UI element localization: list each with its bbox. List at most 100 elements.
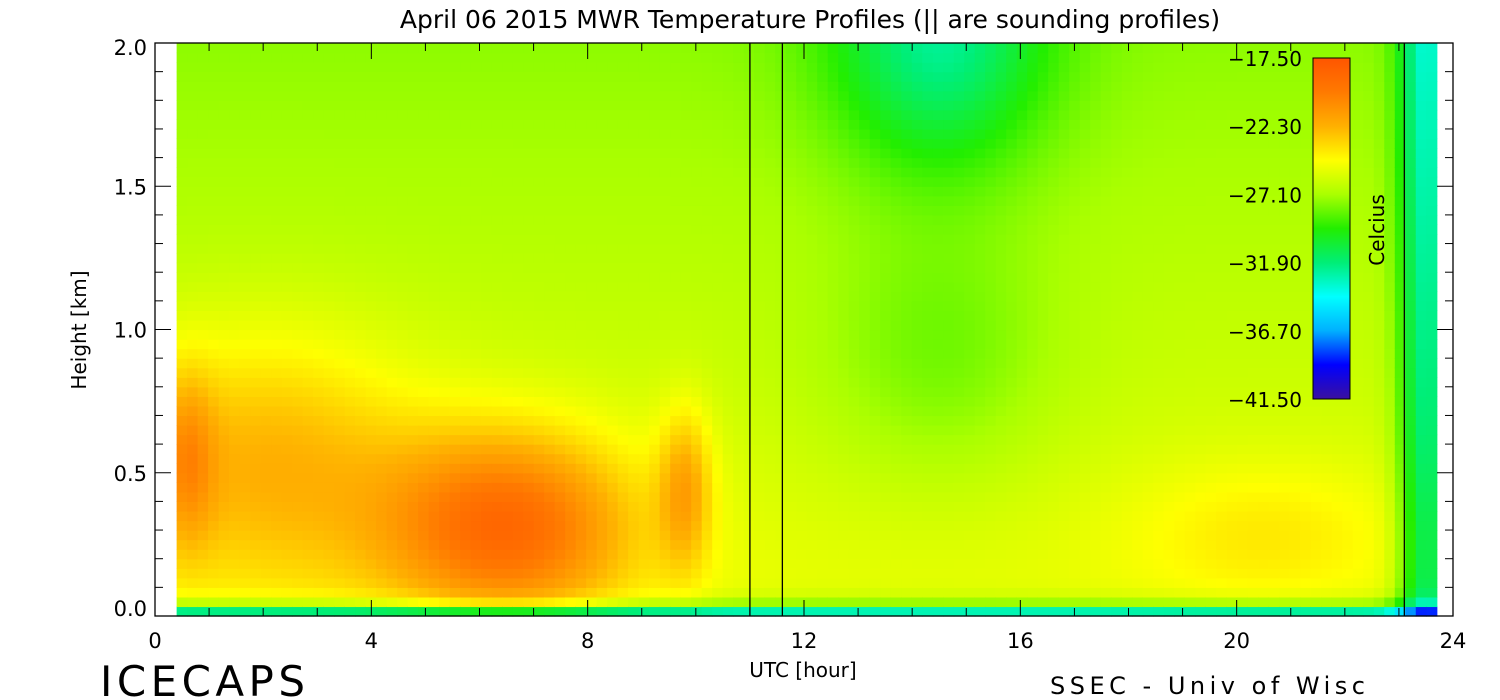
heatmap-cell <box>659 339 671 350</box>
heatmap-cell <box>838 463 850 474</box>
heatmap-cell <box>229 501 241 512</box>
heatmap-cell <box>932 329 944 340</box>
heatmap-cell <box>176 386 188 397</box>
heatmap-cell <box>911 539 923 550</box>
heatmap-cell <box>932 214 944 226</box>
heatmap-cell <box>1037 558 1049 569</box>
heatmap-cell <box>323 291 335 302</box>
heatmap-cell <box>838 119 850 130</box>
heatmap-cell <box>1016 281 1028 292</box>
heatmap-cell <box>239 52 251 63</box>
heatmap-cell <box>176 71 188 82</box>
heatmap-cell <box>1027 224 1039 235</box>
heatmap-cell <box>176 176 188 187</box>
heatmap-cell <box>932 549 944 560</box>
heatmap-cell <box>565 310 577 321</box>
heatmap-cell <box>1006 339 1018 350</box>
heatmap-cell <box>533 43 545 54</box>
heatmap-cell <box>817 43 829 54</box>
heatmap-cell <box>460 176 472 187</box>
heatmap-cell <box>218 109 230 120</box>
heatmap-cell <box>796 128 808 140</box>
heatmap-cell <box>334 128 346 140</box>
heatmap-cell <box>901 596 913 608</box>
heatmap-cell <box>838 520 850 531</box>
heatmap-cell <box>565 386 577 397</box>
heatmap-cell <box>649 243 661 254</box>
heatmap-cell <box>890 425 902 436</box>
heatmap-cell <box>218 434 230 445</box>
heatmap-cell <box>470 319 482 331</box>
heatmap-cell <box>974 167 986 178</box>
heatmap-cell <box>460 491 472 502</box>
heatmap-cell <box>460 128 472 140</box>
heatmap-cell <box>691 577 703 588</box>
heatmap-cell <box>565 167 577 178</box>
heatmap-cell <box>775 214 787 226</box>
heatmap-cell <box>218 138 230 149</box>
heatmap-cell <box>176 510 188 522</box>
heatmap-cell <box>313 128 325 140</box>
heatmap-cell <box>229 463 241 474</box>
heatmap-cell <box>848 520 860 531</box>
heatmap-cell <box>1006 405 1018 417</box>
heatmap-cell <box>691 224 703 235</box>
heatmap-cell <box>628 148 640 159</box>
heatmap-cell <box>544 329 556 340</box>
heatmap-cell <box>796 52 808 63</box>
heatmap-cell <box>239 329 251 340</box>
heatmap-cell <box>775 43 787 54</box>
heatmap-cell <box>197 482 209 493</box>
heatmap-cell <box>428 329 440 340</box>
heatmap-cell <box>250 329 262 340</box>
heatmap-cell <box>817 52 829 63</box>
heatmap-cell <box>334 415 346 426</box>
heatmap-cell <box>292 186 304 197</box>
heatmap-cell <box>344 224 356 235</box>
heatmap-cell <box>565 587 577 598</box>
heatmap-cell <box>922 568 934 579</box>
heatmap-cell <box>365 157 377 168</box>
heatmap-cell <box>260 100 272 111</box>
heatmap-cell <box>869 444 881 455</box>
heatmap-cell <box>481 396 493 407</box>
heatmap-cell <box>218 205 230 216</box>
heatmap-cell <box>502 549 514 560</box>
heatmap-cell <box>691 367 703 378</box>
heatmap-cell <box>995 348 1007 359</box>
heatmap-cell <box>659 90 671 101</box>
heatmap-cell <box>806 128 818 140</box>
heatmap-cell <box>481 425 493 436</box>
heatmap-cell <box>848 367 860 378</box>
heatmap-cell <box>397 405 409 417</box>
heatmap-cell <box>838 587 850 598</box>
heatmap-cell <box>985 205 997 216</box>
heatmap-cell <box>880 281 892 292</box>
heatmap-cell <box>743 90 755 101</box>
heatmap-cell <box>659 291 671 302</box>
heatmap-cell <box>638 472 650 483</box>
heatmap-cell <box>208 549 220 560</box>
heatmap-cell <box>701 195 713 206</box>
heatmap-cell <box>218 520 230 531</box>
heatmap-cell <box>260 377 272 388</box>
heatmap-cell <box>722 386 734 397</box>
heatmap-cell <box>470 472 482 483</box>
heatmap-cell <box>922 396 934 407</box>
heatmap-cell <box>313 272 325 283</box>
heatmap-cell <box>1016 100 1028 111</box>
heatmap-cell <box>932 81 944 92</box>
heatmap-cell <box>554 606 566 617</box>
heatmap-cell <box>491 491 503 502</box>
heatmap-cell <box>775 348 787 359</box>
heatmap-cell <box>638 587 650 598</box>
heatmap-cell <box>218 157 230 168</box>
heatmap-cell <box>922 90 934 101</box>
heatmap-cell <box>1016 300 1028 311</box>
heatmap-cell <box>460 558 472 569</box>
heatmap-cell <box>334 272 346 283</box>
heatmap-cell <box>848 253 860 264</box>
heatmap-cell <box>890 348 902 359</box>
heatmap-cell <box>197 52 209 63</box>
heatmap-cell <box>260 176 272 187</box>
